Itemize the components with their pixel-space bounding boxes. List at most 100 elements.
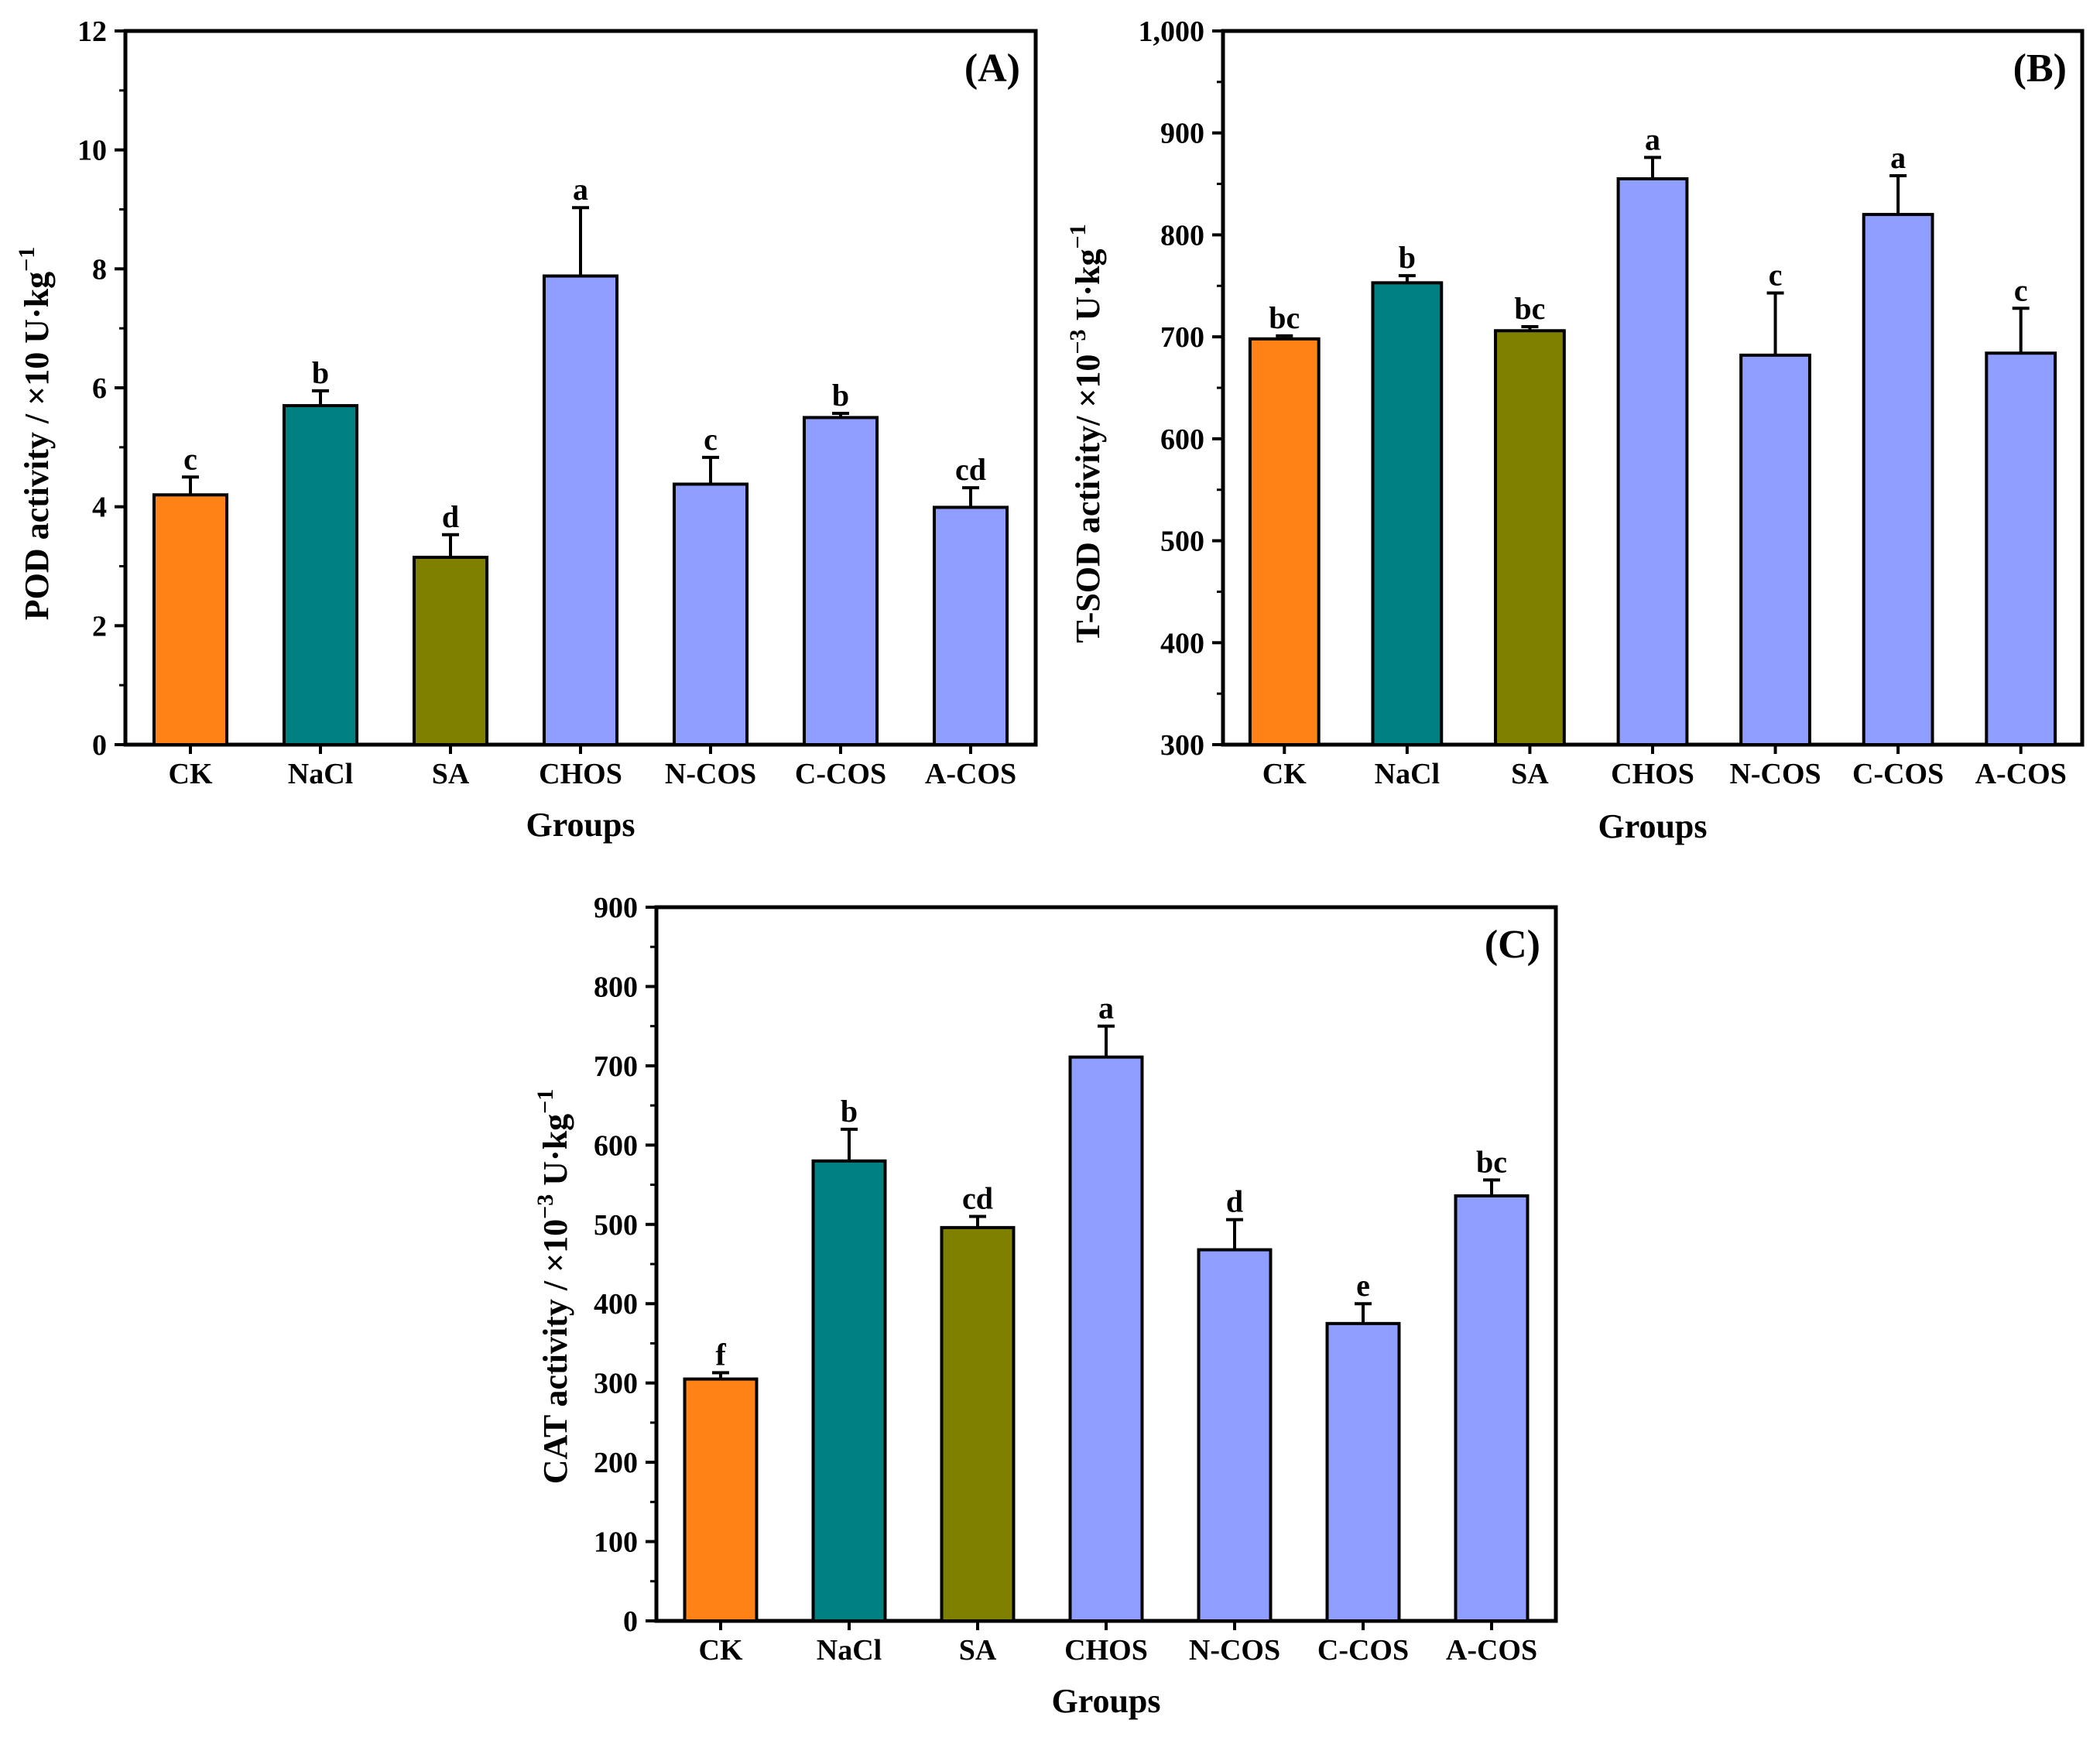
panel-title: (B) [2013,46,2067,91]
x-tick-label: CHOS [1064,1634,1148,1667]
significance-label: cd [962,1181,993,1216]
y-tick-label: 0 [92,729,107,762]
x-tick-label: CK [169,758,213,790]
significance-label: e [1356,1268,1370,1303]
y-tick-label: 600 [594,1129,638,1162]
x-tick-label: SA [1511,758,1549,790]
x-tick-label: N-COS [665,758,756,790]
x-tick-label: CK [1262,758,1307,790]
x-axis-label: Groups [1598,807,1707,845]
significance-label: a [1098,991,1114,1026]
y-tick-label: 600 [1160,423,1204,456]
y-tick-label: 300 [1160,729,1204,762]
x-tick-label: C-COS [1852,758,1944,790]
bar-c-cos [802,416,879,747]
significance-label: c [704,422,718,457]
significance-label: f [715,1337,726,1372]
y-tick-label: 0 [623,1605,638,1638]
y-tick-label: 400 [1160,627,1204,660]
significance-label: bc [1476,1144,1507,1179]
significance-label: c [183,441,197,476]
significance-label: a [573,172,588,207]
x-tick-label: SA [432,758,470,790]
y-tick-label: 10 [77,135,107,167]
bar-sa [940,1225,1016,1623]
bar-n-cos [672,482,749,746]
y-tick-label: 500 [594,1209,638,1242]
x-axis-label: Groups [1051,1682,1160,1720]
panel-a: POD activity / ×10 U·kg−1 0 2 4 6 8 10 12 c CK b N… [14,15,1038,844]
y-tick-label: 400 [594,1288,638,1321]
significance-label: a [1890,140,1906,175]
x-tick-label: CHOS [1611,758,1694,790]
x-tick-label: A-COS [925,758,1016,790]
significance-label: b [312,355,329,390]
y-tick-label: 700 [1160,321,1204,354]
x-tick-label: A-COS [1446,1634,1537,1667]
y-tick-label: 6 [92,372,107,405]
bar-nacl [282,404,359,746]
bar-sa [1494,329,1566,746]
significance-label: b [841,1094,858,1129]
significance-label: a [1645,122,1660,156]
x-tick-label: NaCl [817,1634,882,1667]
y-tick-label: 900 [1160,118,1204,150]
bar-nacl [1371,281,1444,746]
significance-label: c [1769,258,1783,293]
x-tick-label: C-COS [795,758,886,790]
bar-chos [1068,1055,1144,1622]
significance-label: cd [955,452,986,487]
y-tick-label: 200 [594,1447,638,1479]
bar-ck [683,1377,759,1622]
panel-title: (A) [964,46,1020,91]
y-tick-label: 800 [594,971,638,1003]
significance-label: d [442,499,459,534]
significance-label: bc [1269,300,1300,335]
significance-label: bc [1514,291,1545,326]
significance-label: d [1226,1184,1243,1219]
bar-nacl [811,1159,887,1623]
bar-chos [542,274,619,746]
x-tick-label: CK [699,1634,743,1667]
bar-n-cos [1197,1248,1273,1623]
y-tick-label: 100 [594,1526,638,1559]
bar-a-cos [932,505,1009,746]
y-axis-label: CAT activity / ×10−3 U·kg−1 [533,1089,574,1485]
x-tick-label: NaCl [1375,758,1440,790]
y-tick-label: 1,000 [1139,15,1205,48]
bar-a-cos [1454,1194,1530,1623]
y-tick-label: 500 [1160,526,1204,558]
x-tick-label: C-COS [1317,1634,1409,1667]
y-tick-label: 4 [92,492,107,524]
significance-label: b [1399,240,1416,275]
bar-n-cos [1739,353,1811,746]
x-tick-label: N-COS [1729,758,1821,790]
bar-a-cos [1985,351,2057,746]
y-tick-label: 300 [594,1368,638,1400]
bar-ck [152,493,229,746]
panel-b: T-SOD activity/ ×10−3 U·kg−1 300 400 500 60… [1065,15,2085,845]
x-tick-label: CHOS [539,758,622,790]
y-axis-label: POD activity / ×10 U·kg−1 [14,247,56,621]
bar-ck [1248,337,1321,746]
bar-chos [1616,176,1689,746]
bar-c-cos [1325,1321,1401,1623]
y-axis-label: T-SOD activity/ ×10−3 U·kg−1 [1065,224,1107,642]
y-tick-label: 2 [92,610,107,642]
panel-title: (C) [1485,923,1540,967]
x-tick-label: NaCl [288,758,353,790]
panel-c: CAT activity / ×10−3 U·kg−1 0 100 200 300 40… [533,892,1558,1720]
y-tick-label: 800 [1160,219,1204,252]
x-tick-label: A-COS [1975,758,2067,790]
y-tick-label: 12 [77,15,107,48]
y-tick-label: 700 [594,1050,638,1083]
significance-label: b [832,378,849,413]
y-tick-label: 900 [594,892,638,924]
bar-sa [412,555,489,746]
bar-c-cos [1862,213,1934,747]
x-axis-label: Groups [526,806,635,844]
y-tick-label: 8 [92,253,107,286]
x-tick-label: N-COS [1189,1634,1280,1667]
significance-label: c [2014,272,2028,307]
